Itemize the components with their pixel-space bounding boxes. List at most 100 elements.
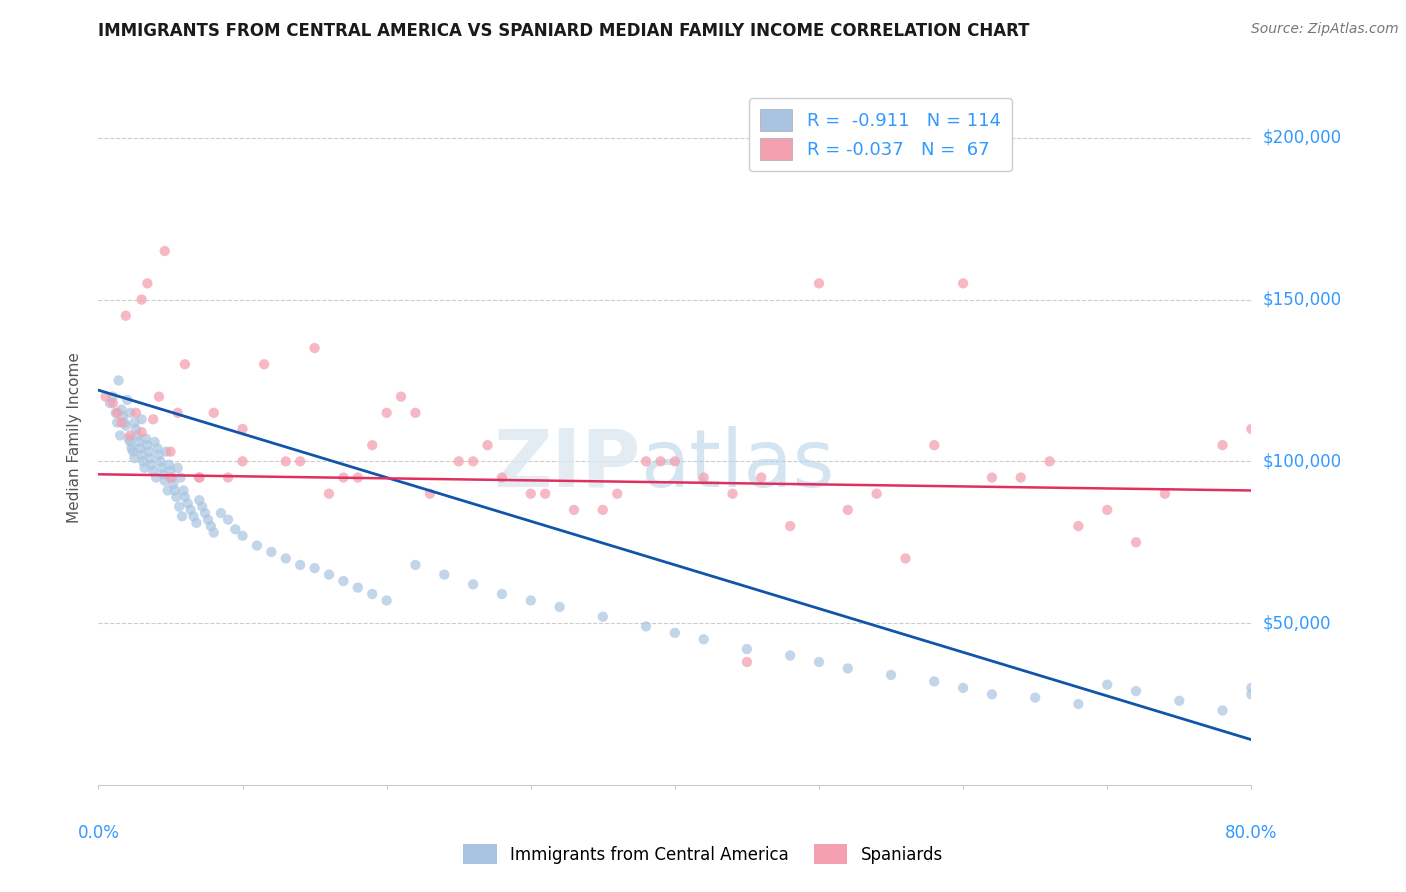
Point: [160, 470, 183, 484]
Point: [188, 470, 211, 484]
Point: [375, 406, 398, 420]
Point: [188, 470, 211, 484]
Point: [922, 438, 945, 452]
Point: [159, 464, 181, 478]
Point: [118, 432, 141, 446]
Point: [141, 458, 163, 472]
Text: ZIP: ZIP: [494, 425, 640, 504]
Point: [592, 503, 614, 517]
Y-axis label: Median Family Income: Median Family Income: [67, 351, 83, 523]
Point: [1212, 704, 1234, 718]
Point: [108, 428, 131, 442]
Point: [693, 632, 716, 647]
Point: [128, 434, 150, 449]
Text: $200,000: $200,000: [1263, 128, 1341, 147]
Point: [1212, 438, 1234, 452]
Point: [155, 444, 177, 458]
Point: [332, 574, 354, 588]
Point: [491, 587, 513, 601]
Point: [200, 519, 222, 533]
Point: [174, 357, 197, 371]
Point: [332, 470, 354, 484]
Point: [636, 619, 658, 633]
Point: [253, 357, 276, 371]
Point: [562, 503, 585, 517]
Point: [153, 244, 176, 258]
Text: atlas: atlas: [640, 425, 835, 504]
Point: [101, 396, 124, 410]
Point: [1067, 519, 1090, 533]
Point: [166, 460, 188, 475]
Point: [156, 483, 179, 498]
Point: [520, 486, 543, 500]
Point: [375, 593, 398, 607]
Point: [1038, 454, 1062, 468]
Point: [142, 464, 165, 478]
Point: [447, 454, 470, 468]
Point: [188, 493, 211, 508]
Point: [114, 418, 136, 433]
Point: [169, 470, 191, 484]
Point: [139, 451, 162, 466]
Point: [290, 558, 312, 572]
Point: [120, 428, 142, 442]
Point: [122, 444, 145, 458]
Point: [172, 483, 194, 498]
Point: [117, 392, 138, 407]
Point: [186, 516, 208, 530]
Point: [166, 406, 188, 420]
Point: [693, 470, 716, 484]
Point: [894, 551, 917, 566]
Point: [165, 490, 187, 504]
Point: [143, 434, 166, 449]
Point: [131, 448, 153, 462]
Point: [650, 454, 672, 468]
Point: [664, 454, 686, 468]
Point: [104, 406, 127, 420]
Point: [136, 438, 159, 452]
Point: [837, 503, 859, 517]
Point: [125, 406, 148, 420]
Point: [461, 577, 484, 591]
Point: [981, 687, 1004, 701]
Point: [180, 503, 202, 517]
Point: [1240, 422, 1263, 436]
Point: [1125, 535, 1147, 549]
Point: [1097, 678, 1119, 692]
Point: [779, 519, 801, 533]
Point: [721, 486, 744, 500]
Point: [405, 558, 427, 572]
Point: [606, 486, 628, 500]
Point: [132, 454, 155, 468]
Point: [174, 490, 197, 504]
Point: [105, 406, 128, 420]
Legend: Immigrants from Central America, Spaniards: Immigrants from Central America, Spaniar…: [457, 838, 949, 871]
Text: $50,000: $50,000: [1263, 615, 1331, 632]
Point: [217, 513, 239, 527]
Point: [157, 458, 180, 472]
Point: [246, 539, 269, 553]
Point: [1125, 684, 1147, 698]
Point: [162, 477, 184, 491]
Point: [224, 522, 246, 536]
Point: [548, 599, 571, 614]
Point: [142, 412, 165, 426]
Point: [124, 451, 146, 466]
Point: [159, 444, 181, 458]
Point: [751, 470, 773, 484]
Point: [592, 609, 614, 624]
Point: [318, 567, 340, 582]
Point: [361, 438, 384, 452]
Point: [304, 561, 326, 575]
Point: [153, 474, 176, 488]
Point: [136, 277, 159, 291]
Point: [361, 587, 384, 601]
Point: [107, 374, 129, 388]
Text: IMMIGRANTS FROM CENTRAL AMERICA VS SPANIARD MEDIAN FAMILY INCOME CORRELATION CHA: IMMIGRANTS FROM CENTRAL AMERICA VS SPANI…: [98, 22, 1031, 40]
Point: [290, 454, 312, 468]
Point: [191, 500, 214, 514]
Text: 0.0%: 0.0%: [77, 824, 120, 842]
Point: [120, 406, 142, 420]
Point: [922, 674, 945, 689]
Text: 80.0%: 80.0%: [1225, 824, 1278, 842]
